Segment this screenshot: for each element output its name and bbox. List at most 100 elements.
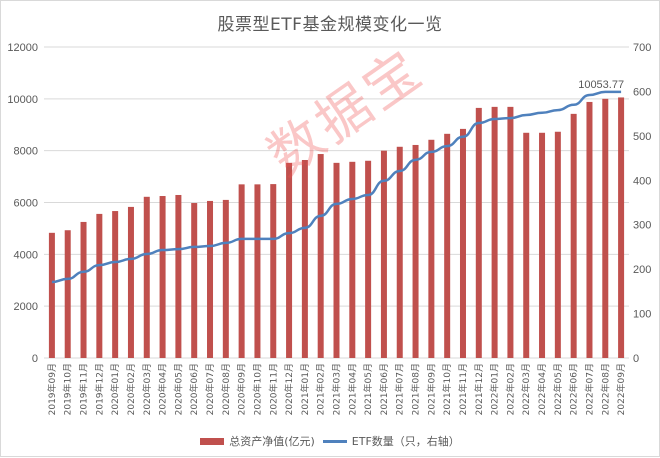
- x-axis-tick: 2021年02月: [315, 363, 327, 415]
- bar: [207, 200, 214, 358]
- chart-title: 股票型ETF基金规模变化一览: [217, 15, 443, 35]
- legend: 总资产净值(亿元) ETF数量（只，右轴）: [1, 433, 659, 449]
- x-axis-tick: 2022年01月: [489, 363, 501, 415]
- bar: [159, 196, 166, 358]
- bar: [586, 101, 593, 359]
- bar: [602, 98, 609, 358]
- x-axis-tick: 2020年10月: [251, 363, 263, 415]
- x-axis-tick: 2020年09月: [236, 363, 248, 415]
- bar: [459, 128, 466, 358]
- x-axis-tick: 2021年11月: [457, 363, 469, 415]
- x-axis-tick: 2022年05月: [552, 363, 564, 415]
- bar: [618, 97, 625, 359]
- x-axis-tick: 2020年01月: [109, 363, 121, 415]
- x-axis-tick: 2022年09月: [615, 363, 627, 415]
- x-axis-tick: 2019年11月: [78, 363, 90, 415]
- x-axis-tick: 2021年09月: [425, 363, 437, 415]
- bar: [286, 162, 293, 358]
- bar: [254, 184, 261, 358]
- series-line: [51, 90, 622, 284]
- bar: [112, 211, 119, 358]
- bar: [64, 230, 71, 358]
- y-axis-right-tick: 0: [633, 353, 639, 365]
- bar: [175, 194, 182, 358]
- bar: [554, 131, 561, 358]
- bar: [80, 221, 87, 358]
- bar: [539, 132, 546, 358]
- y-axis-right-tick: 100: [633, 309, 651, 321]
- bar: [238, 184, 245, 358]
- x-axis-tick: 2021年04月: [346, 363, 358, 415]
- x-axis-tick: 2022年08月: [599, 363, 611, 415]
- legend-label-line: ETF数量（只，右轴）: [351, 435, 460, 448]
- legend-label-bar: 总资产净值(亿元): [229, 435, 315, 448]
- y-axis-left-tick: 10000: [7, 94, 38, 106]
- x-axis-tick: 2022年02月: [504, 363, 516, 415]
- y-axis-right-tick: 700: [633, 42, 651, 54]
- bar: [491, 106, 498, 359]
- x-axis-tick: 2019年12月: [93, 363, 105, 415]
- bar: [333, 162, 340, 358]
- bar: [48, 232, 55, 358]
- bar: [412, 144, 419, 358]
- x-axis-tick: 2020年05月: [172, 363, 184, 415]
- y-axis-left-tick: 12000: [7, 42, 38, 54]
- x-axis-tick: 2020年08月: [220, 363, 232, 415]
- x-axis-tick: 2022年04月: [536, 363, 548, 415]
- y-axis-left-tick: 6000: [14, 198, 38, 210]
- bar: [301, 159, 308, 358]
- y-axis-right-tick: 500: [633, 131, 651, 143]
- bar: [396, 146, 403, 358]
- bar: [444, 133, 451, 358]
- x-axis-tick: 2021年07月: [394, 363, 406, 415]
- bar: [365, 160, 372, 358]
- legend-item-line: ETF数量（只，右轴）: [322, 433, 460, 449]
- bar: [317, 154, 324, 358]
- x-axis-tick: 2020年06月: [188, 363, 200, 415]
- x-axis-tick: 2021年10月: [441, 363, 453, 415]
- x-axis-tick: 2021年06月: [378, 363, 390, 415]
- x-axis-tick: 2021年03月: [331, 363, 343, 415]
- bar: [222, 199, 229, 358]
- data-label: 10053.77: [578, 79, 624, 91]
- x-axis-tick: 2021年12月: [473, 363, 485, 415]
- bar: [143, 196, 150, 358]
- y-axis-left-tick: 4000: [14, 249, 38, 261]
- x-axis-tick: 2020年04月: [157, 363, 169, 415]
- bar: [507, 106, 514, 359]
- x-axis-tick: 2020年03月: [141, 363, 153, 415]
- x-axis-tick: 2019年09月: [46, 363, 58, 415]
- x-axis-tick: 2020年02月: [125, 363, 137, 415]
- y-axis-left-tick: 2000: [14, 301, 38, 313]
- bar: [475, 107, 482, 358]
- x-axis-tick: 2021年05月: [362, 363, 374, 415]
- bar: [96, 213, 103, 358]
- bar: [191, 203, 198, 358]
- legend-swatch-bar: [200, 437, 225, 445]
- bar: [127, 206, 134, 358]
- legend-item-bar: 总资产净值(亿元): [200, 433, 315, 449]
- x-axis-tick: 2022年03月: [520, 363, 532, 415]
- x-axis-tick: 2022年06月: [568, 363, 580, 415]
- y-axis-left-tick: 0: [32, 353, 38, 365]
- y-axis-right-tick: 300: [633, 220, 651, 232]
- y-axis-left-tick: 8000: [14, 146, 38, 158]
- bar: [270, 184, 277, 358]
- bar: [523, 132, 530, 358]
- x-axis-tick: 2021年01月: [299, 363, 311, 415]
- bar: [380, 150, 387, 358]
- x-axis-tick: 2019年10月: [62, 363, 74, 415]
- y-axis-right-tick: 400: [633, 175, 651, 187]
- y-axis-right-tick: 600: [633, 86, 651, 98]
- bar: [349, 161, 356, 358]
- bar: [570, 113, 577, 359]
- x-axis-tick: 2022年07月: [583, 363, 595, 415]
- x-axis-tick: 2021年08月: [410, 363, 422, 415]
- y-axis-right-tick: 200: [633, 264, 651, 276]
- x-axis-tick: 2020年11月: [267, 363, 279, 415]
- x-axis-tick: 2020年07月: [204, 363, 216, 415]
- bar: [428, 139, 435, 358]
- x-axis-tick: 2020年12月: [283, 363, 295, 415]
